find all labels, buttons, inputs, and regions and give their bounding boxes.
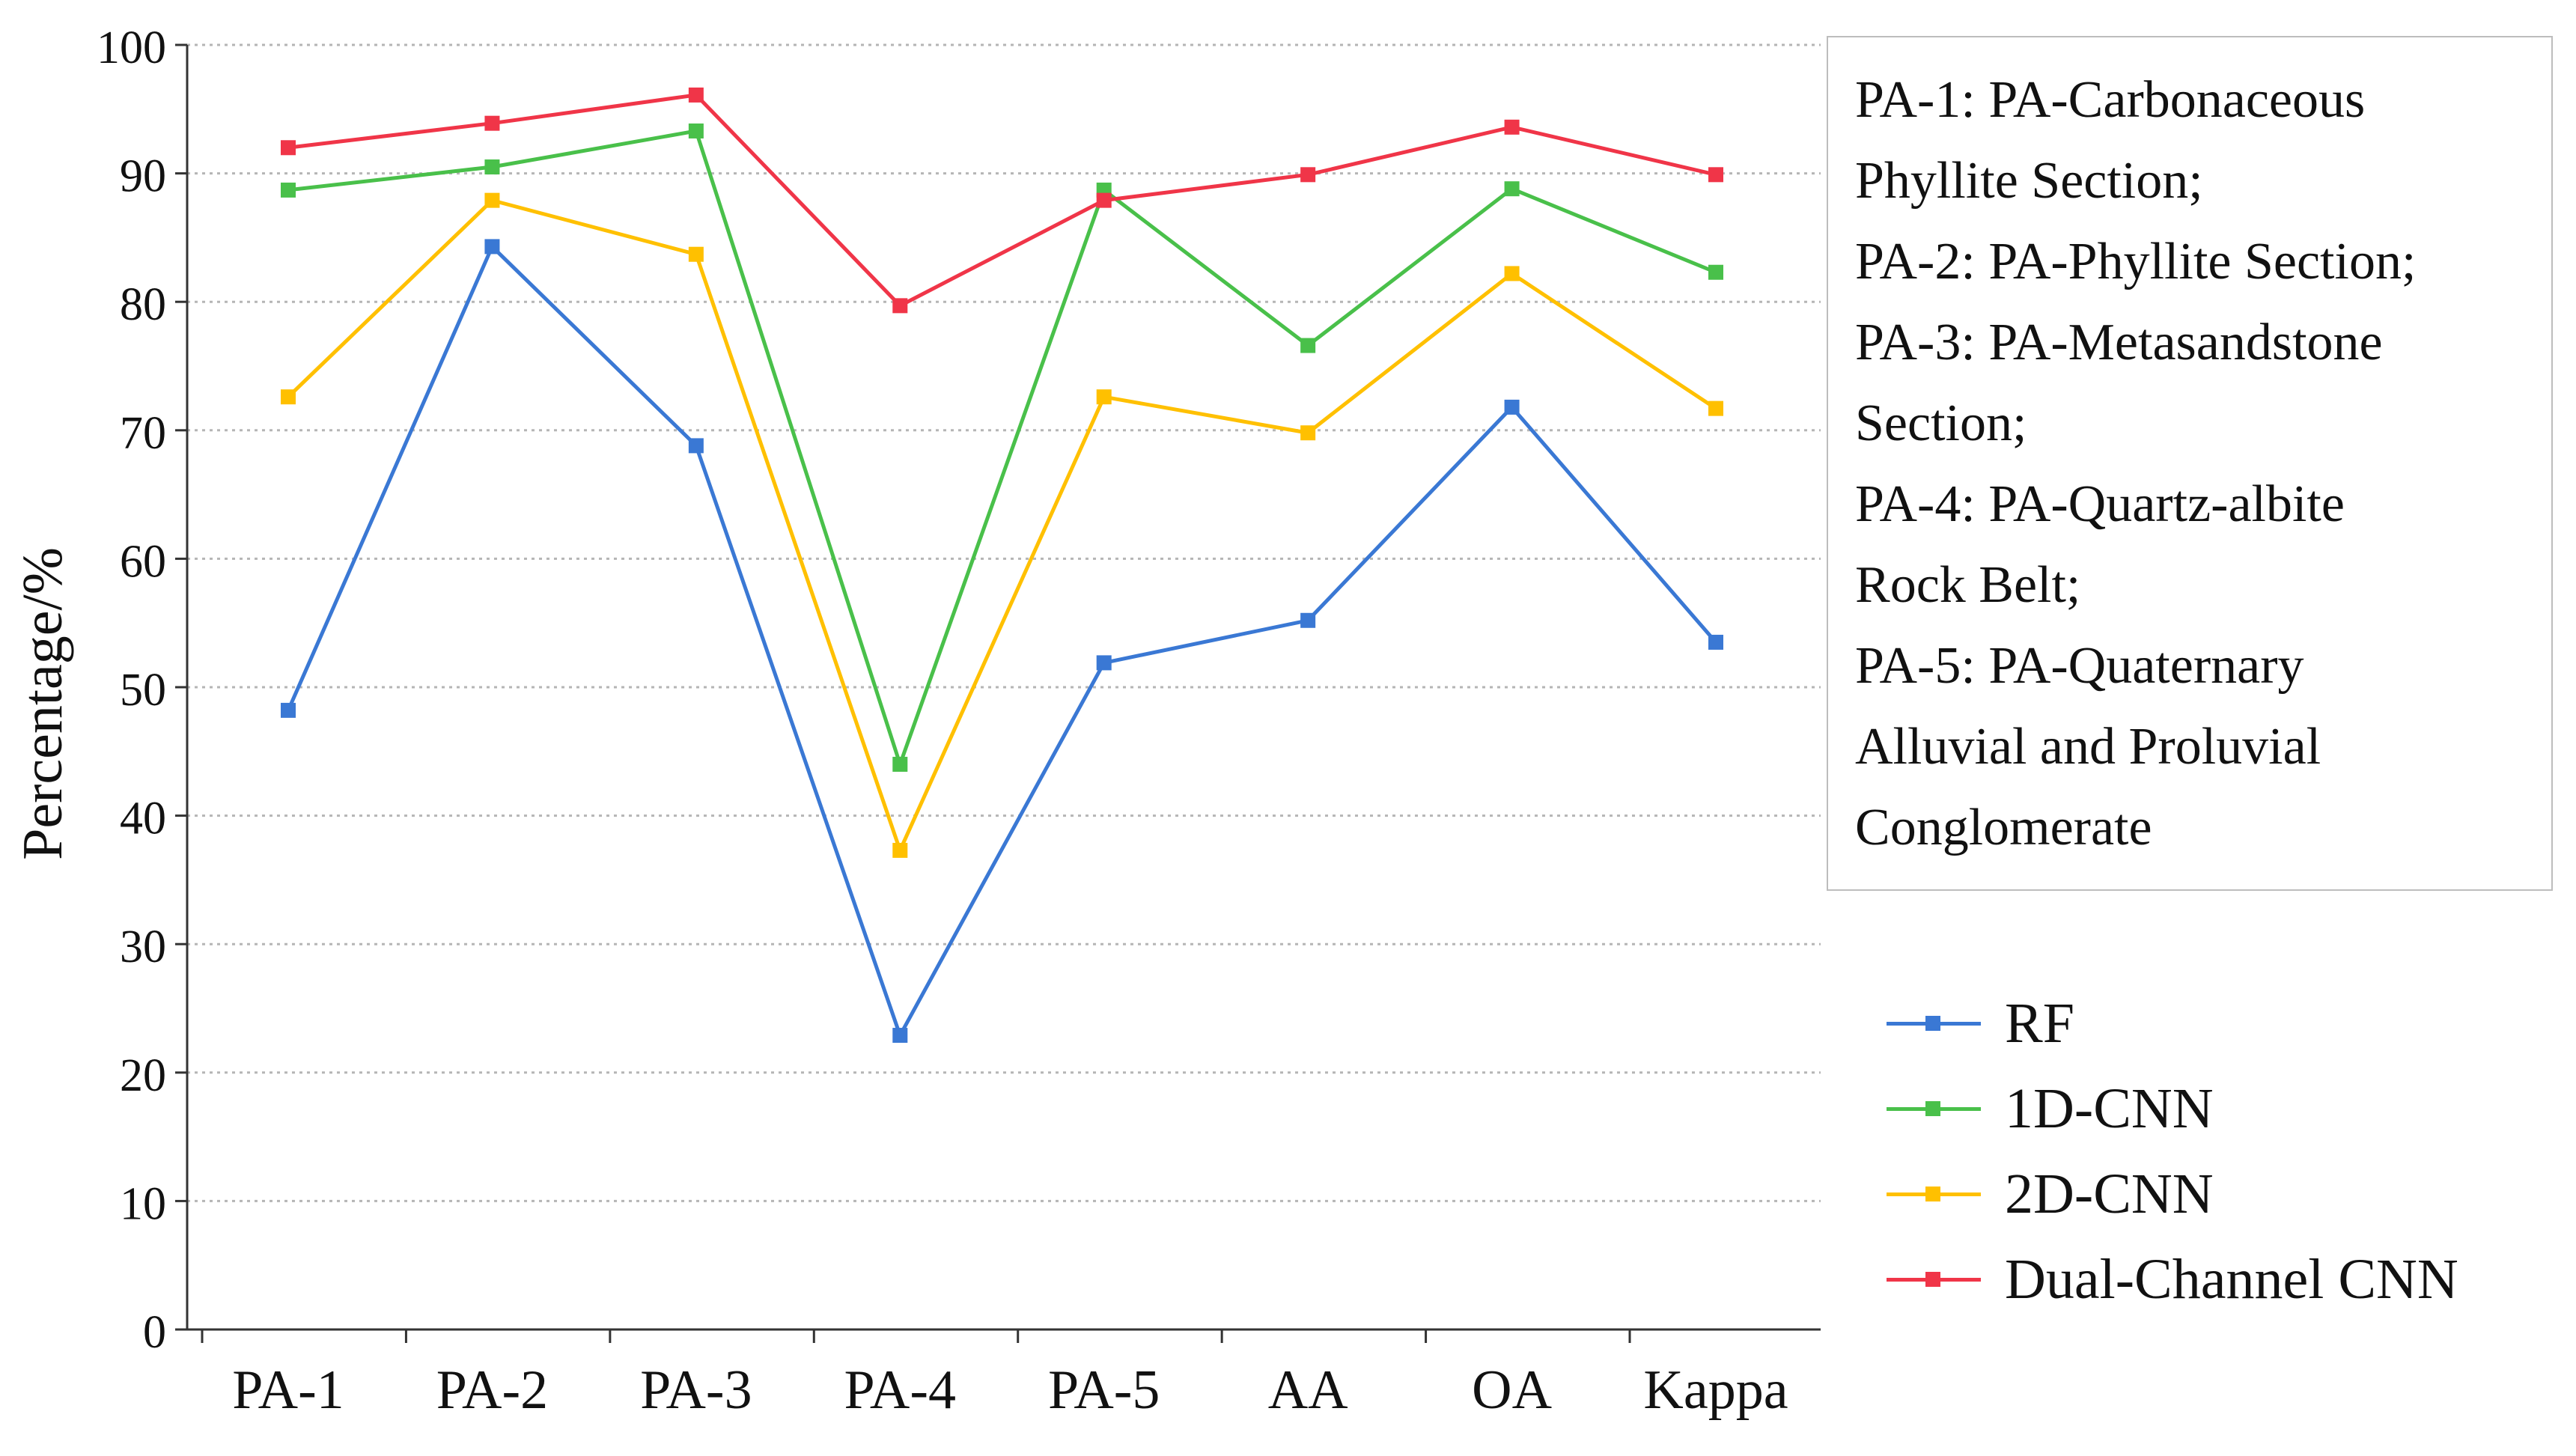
y-tick-label: 40 xyxy=(120,794,166,844)
data-point-dual-channel-cnn xyxy=(1300,167,1316,183)
data-point-1d-cnn xyxy=(1504,181,1520,197)
data-point-rf xyxy=(1504,399,1520,415)
legend-item-dual-channel-cnn: Dual-Channel CNN xyxy=(1887,1237,2545,1322)
note-line: PA-3: PA-Metasandstone xyxy=(1855,314,2383,371)
data-point-1d-cnn xyxy=(1300,338,1316,353)
note-line: Alluvial and Proluvial xyxy=(1855,718,2321,776)
y-tick-label: 90 xyxy=(120,151,166,202)
note-line: PA-5: PA-Quaternary xyxy=(1855,637,2304,695)
legend: RF 1D-CNN 2D-CNN Dual-Channel CNN xyxy=(1887,981,2545,1322)
data-point-rf xyxy=(281,702,296,718)
series-markers xyxy=(281,87,1723,1044)
abbreviation-note-box: PA-1: PA-Carbonaceous Phyllite Section; … xyxy=(1827,36,2553,891)
x-tick-label: PA-2 xyxy=(436,1359,548,1421)
y-tick-label: 100 xyxy=(97,22,166,73)
y-ticks: 0 10 20 30 40 50 60 70 80 90 100 xyxy=(97,22,187,1358)
x-tick-label: PA-5 xyxy=(1048,1359,1160,1421)
series-line-2d-cnn xyxy=(287,198,1717,853)
gridlines xyxy=(187,43,1821,1202)
legend-label: Dual-Channel CNN xyxy=(2005,1247,2458,1311)
data-point-2d-cnn xyxy=(1504,266,1520,281)
x-tick-label: PA-3 xyxy=(640,1359,752,1421)
data-point-1d-cnn xyxy=(1708,264,1723,280)
data-point-dual-channel-cnn xyxy=(281,140,296,156)
y-axis-label: Percentage/% xyxy=(11,547,74,860)
data-point-dual-channel-cnn xyxy=(688,87,704,103)
y-tick-label: 30 xyxy=(120,922,166,972)
data-point-rf xyxy=(1096,655,1112,671)
legend-item-2d-cnn: 2D-CNN xyxy=(1887,1151,2545,1237)
series-line-1d-cnn xyxy=(287,129,1717,767)
data-point-dual-channel-cnn xyxy=(1096,192,1112,208)
note-line: Phyllite Section; xyxy=(1855,152,2203,210)
x-tick-label: OA xyxy=(1472,1359,1552,1421)
y-tick-label: 0 xyxy=(143,1307,166,1358)
legend-label: 1D-CNN xyxy=(2005,1076,2214,1140)
y-tick-label: 50 xyxy=(120,665,166,716)
data-point-1d-cnn xyxy=(892,756,908,772)
series-line-rf xyxy=(286,244,1717,1038)
series-lines xyxy=(286,93,1717,1038)
data-point-dual-channel-cnn xyxy=(1708,167,1723,183)
data-point-rf xyxy=(688,438,704,454)
y-tick-label: 10 xyxy=(120,1178,166,1229)
data-point-2d-cnn xyxy=(892,842,908,858)
y-tick-label: 80 xyxy=(120,279,166,330)
note-line: Section; xyxy=(1855,395,2027,452)
data-point-2d-cnn xyxy=(281,389,296,405)
x-tick-label: Kappa xyxy=(1643,1359,1788,1421)
data-point-rf xyxy=(1300,612,1316,628)
note-line: Rock Belt; xyxy=(1855,556,2081,614)
x-ticks: PA-1 PA-2 PA-3 PA-4 PA-5 AA OA Kappa xyxy=(201,1329,1788,1421)
legend-swatch xyxy=(1887,1016,1981,1031)
legend-swatch xyxy=(1887,1187,1981,1201)
data-point-2d-cnn xyxy=(688,246,704,262)
data-point-dual-channel-cnn xyxy=(484,115,500,131)
y-tick-label: 60 xyxy=(120,536,166,587)
legend-swatch xyxy=(1887,1272,1981,1287)
legend-item-1d-cnn: 1D-CNN xyxy=(1887,1066,2545,1151)
data-point-dual-channel-cnn xyxy=(892,298,908,314)
legend-item-rf: RF xyxy=(1887,981,2545,1066)
y-tick-label: 70 xyxy=(120,408,166,459)
data-point-2d-cnn xyxy=(1096,389,1112,405)
data-point-2d-cnn xyxy=(1708,400,1723,416)
data-point-dual-channel-cnn xyxy=(1504,119,1520,135)
data-point-2d-cnn xyxy=(1300,425,1316,441)
note-line: Conglomerate xyxy=(1855,799,2152,856)
legend-swatch xyxy=(1887,1101,1981,1116)
x-tick-label: AA xyxy=(1268,1359,1348,1421)
data-point-1d-cnn xyxy=(281,182,296,198)
note-line: PA-2: PA-Phyllite Section; xyxy=(1855,233,2417,290)
note-line: PA-1: PA-Carbonaceous xyxy=(1855,71,2366,129)
data-point-2d-cnn xyxy=(484,192,500,208)
data-point-1d-cnn xyxy=(688,123,704,138)
x-tick-label: PA-4 xyxy=(844,1359,956,1421)
data-point-1d-cnn xyxy=(484,159,500,175)
legend-label: RF xyxy=(2005,991,2074,1055)
y-tick-label: 20 xyxy=(120,1050,166,1101)
x-tick-label: PA-1 xyxy=(232,1359,344,1421)
legend-label: 2D-CNN xyxy=(2005,1162,2214,1225)
data-point-rf xyxy=(1708,634,1723,650)
data-point-rf xyxy=(484,239,500,255)
note-line: PA-4: PA-Quartz-albite xyxy=(1855,475,2345,533)
data-point-rf xyxy=(892,1028,908,1044)
series-line-dual-channel-cnn xyxy=(287,93,1717,308)
